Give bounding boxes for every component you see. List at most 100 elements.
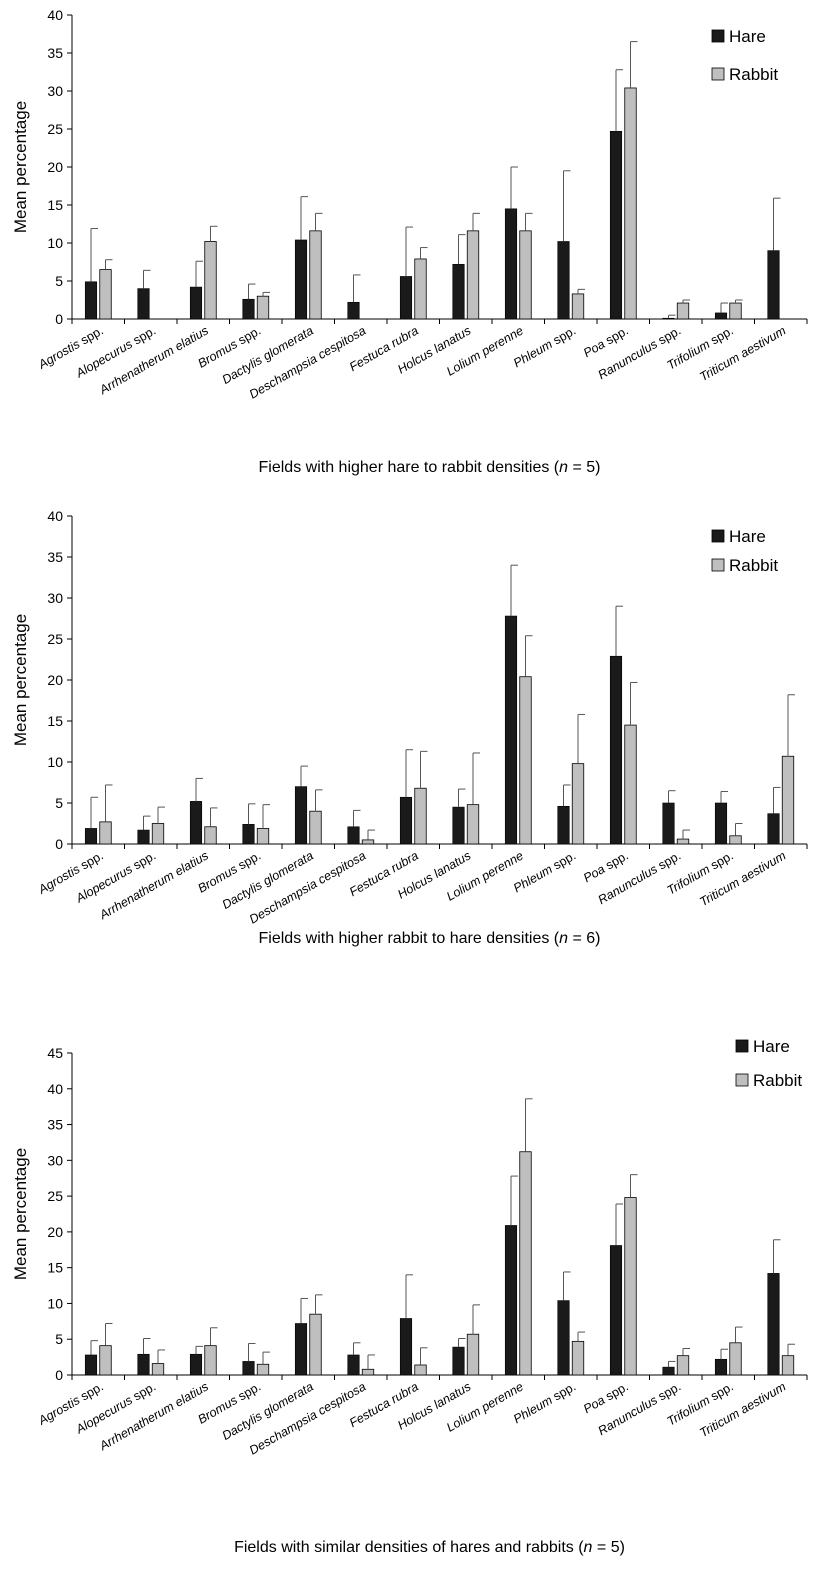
bar-hare bbox=[137, 1353, 150, 1376]
legend-label-hare: Hare bbox=[753, 1037, 790, 1056]
bar-rabbit bbox=[256, 1363, 270, 1376]
x-tick-label-plain: spp. bbox=[128, 323, 158, 349]
y-tick-label: 25 bbox=[47, 1188, 63, 1204]
y-tick-label: 0 bbox=[55, 836, 63, 852]
y-axis-label: Mean percentage bbox=[11, 1148, 30, 1280]
legend-label-rabbit: Rabbit bbox=[729, 556, 778, 575]
x-tick-label-plain: spp. bbox=[653, 1379, 683, 1405]
chart-caption-tail: = 5) bbox=[568, 459, 600, 476]
x-tick-label: Triticum aestivum bbox=[697, 1379, 788, 1440]
bar-rabbit bbox=[729, 835, 742, 845]
x-tick-label-plain: spp. bbox=[653, 323, 683, 349]
bar-hare bbox=[347, 1354, 360, 1376]
x-tick-label-italic: Bromus bbox=[195, 1393, 239, 1427]
legend-label-rabbit: Rabbit bbox=[753, 1071, 802, 1090]
y-tick-label: 15 bbox=[47, 197, 63, 213]
bar-rabbit bbox=[571, 1340, 585, 1376]
bar-hare bbox=[399, 1318, 413, 1376]
bar-hare bbox=[609, 1245, 623, 1376]
y-axis-label: Mean percentage bbox=[11, 614, 30, 746]
bar-hare bbox=[662, 802, 675, 845]
chart-caption: Fields with higher rabbit to hare densit… bbox=[259, 930, 601, 947]
y-tick-label: 45 bbox=[47, 1045, 63, 1061]
x-tick-label-plain: spp. bbox=[548, 1379, 578, 1405]
bar-hare bbox=[609, 130, 623, 320]
bar-hare bbox=[452, 1346, 465, 1376]
chart-caption-n: n bbox=[584, 1539, 593, 1556]
x-tick-label-plain: spp. bbox=[128, 1379, 158, 1405]
y-axis-label: Mean percentage bbox=[11, 101, 30, 233]
x-tick-label-italic: Bromus bbox=[195, 337, 239, 371]
x-tick-label-italic: Triticum aestivum bbox=[697, 848, 788, 909]
bar-hare bbox=[714, 802, 728, 845]
bar-rabbit bbox=[414, 258, 427, 320]
legend-label-rabbit: Rabbit bbox=[729, 65, 778, 84]
bar-rabbit bbox=[151, 1363, 165, 1376]
y-tick-label: 15 bbox=[47, 1260, 63, 1276]
x-tick-label-plain: spp. bbox=[600, 323, 630, 349]
y-tick-label: 0 bbox=[55, 311, 63, 327]
bar-rabbit bbox=[676, 302, 690, 320]
bar-rabbit bbox=[676, 1355, 690, 1376]
legend-swatch-rabbit bbox=[711, 558, 725, 572]
chart-caption-n: n bbox=[559, 459, 568, 476]
bar-hare bbox=[189, 801, 203, 845]
bar-rabbit bbox=[414, 1364, 427, 1376]
x-tick-label-italic: Triticum aestivum bbox=[697, 1379, 788, 1440]
bar-rabbit bbox=[309, 810, 322, 845]
y-tick-label: 0 bbox=[55, 1367, 63, 1383]
bar-hare bbox=[399, 276, 413, 320]
bar-hare bbox=[714, 312, 728, 320]
x-tick-label-italic: Phleum bbox=[511, 337, 555, 370]
x-tick-label-italic: Phleum bbox=[511, 862, 555, 895]
x-tick-label: Triticum aestivum bbox=[697, 323, 788, 384]
bar-rabbit bbox=[571, 763, 585, 845]
bar-hare bbox=[347, 826, 360, 845]
legend-swatch-rabbit bbox=[711, 67, 725, 81]
bar-rabbit bbox=[624, 87, 637, 320]
bar-rabbit bbox=[519, 676, 532, 845]
bar-hare bbox=[294, 1323, 308, 1376]
y-tick-label: 5 bbox=[55, 1331, 63, 1347]
bar-hare bbox=[347, 301, 360, 320]
bar-rabbit bbox=[624, 1197, 637, 1376]
bar-hare bbox=[399, 796, 413, 845]
bar-rabbit bbox=[99, 269, 112, 320]
y-tick-label: 25 bbox=[47, 121, 63, 137]
bar-rabbit bbox=[781, 1355, 795, 1376]
bar-hare bbox=[452, 806, 465, 845]
y-tick-label: 5 bbox=[55, 273, 63, 289]
bar-hare bbox=[662, 1366, 675, 1376]
bar-rabbit bbox=[309, 1313, 322, 1376]
y-tick-label: 30 bbox=[47, 83, 63, 99]
bar-rabbit bbox=[309, 230, 322, 320]
y-tick-label: 40 bbox=[47, 508, 63, 524]
y-tick-label: 30 bbox=[47, 590, 63, 606]
bar-hare bbox=[767, 1273, 780, 1376]
bar-hare bbox=[767, 250, 780, 320]
y-tick-label: 20 bbox=[47, 672, 63, 688]
x-tick-label-italic: Phleum bbox=[511, 1393, 555, 1426]
y-tick-label: 5 bbox=[55, 795, 63, 811]
y-tick-label: 35 bbox=[47, 549, 63, 565]
bar-rabbit bbox=[204, 826, 217, 845]
bar-hare bbox=[294, 239, 308, 320]
bar-rabbit bbox=[99, 1345, 112, 1376]
x-tick-label: Triticum aestivum bbox=[697, 848, 788, 909]
bar-rabbit bbox=[99, 821, 112, 845]
x-tick-label-plain: spp. bbox=[653, 848, 683, 874]
bar-hare bbox=[504, 208, 518, 320]
bar-rabbit bbox=[466, 230, 480, 320]
bar-hare bbox=[557, 1300, 570, 1376]
y-tick-label: 20 bbox=[47, 1224, 63, 1240]
chart-caption-text: Fields with higher hare to rabbit densit… bbox=[259, 459, 560, 476]
bar-hare bbox=[609, 655, 623, 845]
x-tick-label-plain: spp. bbox=[600, 848, 630, 874]
bar-rabbit bbox=[256, 828, 270, 845]
chart-caption: Fields with similar densities of hares a… bbox=[234, 1539, 625, 1556]
x-tick-label-italic: Triticum aestivum bbox=[697, 323, 788, 384]
x-tick-label-plain: spp. bbox=[705, 323, 735, 349]
bar-hare bbox=[189, 286, 203, 320]
